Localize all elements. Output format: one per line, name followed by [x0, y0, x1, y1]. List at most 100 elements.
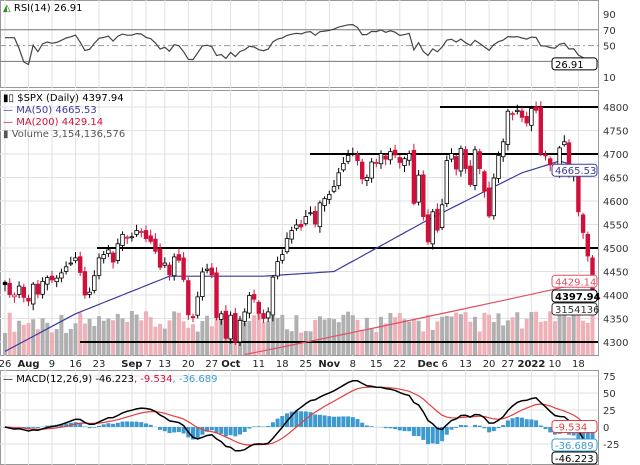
candle-body [280, 254, 285, 261]
macd-histogram-bar [524, 419, 529, 427]
volume-bar [214, 307, 219, 355]
volume-bar [7, 312, 12, 355]
macd-histogram-bar [242, 427, 247, 433]
volume-bar [200, 320, 205, 355]
candle-body [181, 257, 186, 280]
volume-bar [139, 320, 144, 355]
macd-histogram-bar [101, 424, 106, 427]
macd-hist-tag-box [551, 438, 598, 452]
volume-bar [416, 320, 421, 355]
candle-body [364, 177, 370, 181]
macd-signal-tag: -9.534 [555, 423, 587, 434]
macd-histogram-bar [435, 427, 440, 444]
macd-histogram-bar [364, 425, 369, 427]
candle-body [359, 161, 365, 180]
volume-bar [299, 332, 304, 355]
macd-histogram-bar [322, 415, 327, 427]
candle-body [482, 171, 487, 192]
candle-body [270, 276, 276, 316]
volume-bar [444, 315, 449, 355]
candle-body [510, 113, 515, 115]
volume-bar [477, 331, 482, 355]
date-tick-label: 8 [350, 359, 356, 370]
macd-histogram-bar [317, 414, 322, 427]
macd-histogram-bar [430, 427, 435, 444]
candle-body [289, 230, 294, 240]
macd-tick-label: 0 [603, 423, 609, 434]
macd-histogram-bar [106, 423, 111, 427]
ma50-legend: — MA(50) 4665.53 [3, 105, 97, 116]
candle-body [186, 280, 191, 316]
macd-histogram-bar [158, 427, 163, 430]
candle-body [538, 107, 543, 155]
candle-body [143, 230, 149, 240]
volume-bar [449, 316, 454, 355]
date-tick-label: 18 [572, 359, 585, 370]
volume-bar [78, 312, 83, 355]
macd-histogram-bar [341, 416, 346, 427]
candle-body [171, 256, 177, 277]
volume-value-tag: 3154136 [555, 305, 600, 316]
macd-histogram-bar [454, 427, 459, 428]
macd-histogram-bar [270, 422, 275, 427]
volume-bar [106, 318, 111, 355]
macd-histogram-bar [388, 427, 393, 429]
candle-body [120, 233, 125, 246]
volume-bar [501, 325, 506, 355]
macd-histogram-bar [477, 425, 482, 427]
macd-histogram-bar [252, 426, 257, 427]
date-tick-label: 13 [459, 359, 472, 370]
macd-histogram-bar [510, 418, 515, 427]
candle-body [12, 294, 17, 298]
ma200-value-tag: 4429.14 [555, 277, 596, 288]
macd-histogram-bar [576, 427, 581, 440]
candle-body [115, 243, 120, 262]
candle-body [294, 224, 299, 229]
macd-histogram-bar [205, 427, 210, 432]
macd-histogram-bar [313, 414, 318, 427]
candle-body [355, 154, 360, 161]
candle-body [505, 110, 511, 145]
volume-bar [388, 312, 393, 355]
macd-histogram-bar [393, 427, 398, 430]
candle-body [162, 262, 167, 266]
ma200-label: MA(200) [16, 117, 59, 128]
volume-bar [411, 318, 416, 355]
macd-histogram-bar [520, 417, 524, 427]
candle-body [336, 172, 341, 187]
volume-bar [557, 309, 562, 355]
ma200-legend: — MA(200) 4429.14 [3, 117, 104, 128]
macd-histogram-bar [505, 420, 510, 427]
ma200-value-tag-box [551, 274, 598, 288]
candle-body [515, 109, 520, 113]
volume-bar [562, 301, 567, 355]
macd-histogram-bar [214, 427, 219, 433]
price-tick-label: 4300 [603, 338, 628, 349]
macd-histogram-bar [209, 427, 214, 431]
candle-body [496, 155, 501, 179]
macd-histogram-bar [247, 427, 252, 429]
candle-body [200, 271, 205, 297]
macd-histogram-bar [148, 424, 153, 427]
volume-bar [294, 315, 299, 355]
volume-bar [538, 321, 543, 355]
candle-body [45, 277, 50, 285]
macd-histogram-bar [534, 420, 539, 427]
volume-bar [111, 320, 116, 355]
macd-tick-label: 50 [603, 389, 616, 400]
macd-histogram-bar [383, 427, 388, 429]
candle-body [425, 214, 431, 243]
rsi-value: 26.91 [53, 3, 83, 14]
macd-hist-tag: -36.689 [555, 441, 594, 452]
volume-bar [101, 320, 106, 355]
volume-bar [350, 315, 355, 355]
macd-histogram-bar [134, 421, 139, 427]
ma200-line [244, 280, 593, 356]
candle-body [59, 272, 64, 279]
candle-body [125, 236, 130, 239]
volume-bar [426, 315, 430, 355]
last-price-tag: 4397.94 [555, 292, 601, 303]
volume-bar [97, 316, 101, 355]
macd-histogram-bar [64, 423, 69, 427]
